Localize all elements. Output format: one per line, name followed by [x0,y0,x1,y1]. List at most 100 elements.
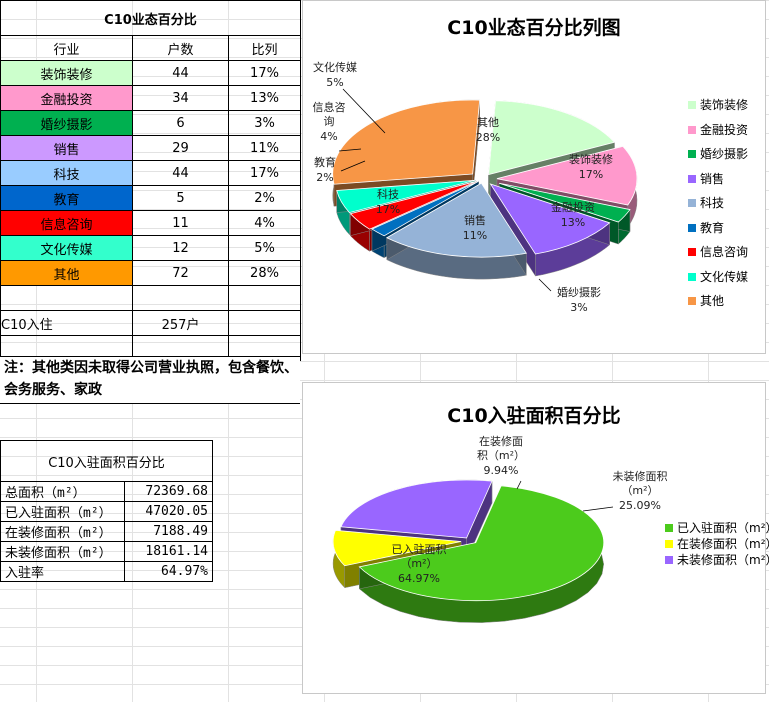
pie-slice[interactable] [499,182,631,223]
legend-label: 金融投资 [700,122,749,137]
area-value-cell[interactable]: 47020.05 [124,501,213,522]
industry-pct-cell[interactable]: 13% [228,85,301,111]
data-label: 已入驻面积（m²） 64.97% [392,542,447,585]
industry-count-cell[interactable]: 5 [132,185,229,211]
industry-row: 装饰装修 44 17% [0,60,301,86]
legend-swatch [688,101,696,109]
industry-count-cell[interactable]: 72 [132,260,229,286]
leader-line [538,278,552,292]
industry-pie-chart[interactable]: C10业态百分比列图 装饰装修 17% 金融投资 13% 婚纱摄影 3% 销售 11% 科技 17… [302,0,766,354]
empty-cell[interactable] [0,285,133,311]
legend-label: 销售 [700,171,725,186]
legend-swatch [688,223,696,232]
industry-row: 婚纱摄影 6 3% [0,110,301,136]
area-label-cell[interactable]: 在装修面积（m²） [0,521,125,542]
header-industry[interactable]: 行业 [0,35,133,61]
area-value-cell[interactable]: 72369.68 [124,481,213,502]
data-label-value: 17% [579,168,603,181]
industry-pct-cell[interactable]: 28% [228,260,301,286]
pie-slice[interactable] [332,99,481,185]
industry-count-cell[interactable]: 44 [132,160,229,186]
industry-pct-cell[interactable]: 2% [228,185,301,211]
pie-slice[interactable] [489,183,611,255]
industry-name-cell[interactable]: 文化传媒 [0,235,133,261]
legend-entry: 文化传媒 [688,265,748,290]
data-label: 金融投资 13% [551,200,595,229]
leader-line [342,88,386,134]
pie-slice[interactable] [371,180,479,237]
data-label-value: 4% [320,130,337,143]
area-label-cell[interactable]: 已入驻面积（m²） [0,501,125,522]
empty-cell[interactable] [228,310,301,336]
area-table-title[interactable]: C10入驻面积百分比 [0,440,213,482]
industry-name-cell[interactable]: 装饰装修 [0,60,133,86]
industry-name-cell[interactable]: 其他 [0,260,133,286]
industry-pct-cell[interactable]: 4% [228,210,301,236]
industry-name-cell[interactable]: 销售 [0,135,133,161]
area-label-cell[interactable]: 总面积（m²） [0,481,125,502]
data-label-value: 17% [376,203,400,216]
pie-slice[interactable] [385,182,527,258]
note-text[interactable]: 注：其他类因未取得公司营业执照，包含餐饮、会务服务、家政 [0,356,300,404]
data-label-value: 9.94% [484,464,519,477]
legend-entry: 销售 [688,167,748,192]
industry-name-cell[interactable]: 婚纱摄影 [0,110,133,136]
leader-line [338,148,362,152]
leader-line [516,480,522,490]
area-label-cell[interactable]: 入驻率 [0,561,125,582]
empty-cell[interactable] [228,285,301,311]
area-row: 已入驻面积（m²） 47020.05 [0,501,213,522]
header-pct[interactable]: 比列 [228,35,301,61]
legend-entry: 婚纱摄影 [688,142,748,167]
pie-slice[interactable] [336,179,476,214]
header-count[interactable]: 户数 [132,35,229,61]
industry-name-cell[interactable]: 金融投资 [0,85,133,111]
industry-pct-cell[interactable]: 3% [228,110,301,136]
area-value-cell[interactable]: 64.97% [124,561,213,582]
total-label[interactable]: C10入住 [0,310,133,336]
legend-swatch [665,556,673,564]
industry-count-cell[interactable]: 34 [132,85,229,111]
chart2-legend: 已入驻面积（m²） 在装修面积（m²） 未装修面积（m²） [665,520,769,568]
total-value[interactable]: 257户 [132,310,229,336]
industry-count-cell[interactable]: 29 [132,135,229,161]
industry-row: 文化传媒 12 5% [0,235,301,261]
industry-name-cell[interactable]: 科技 [0,160,133,186]
industry-name-cell[interactable]: 信息咨询 [0,210,133,236]
industry-pct-cell[interactable]: 17% [228,60,301,86]
pie-slice[interactable] [340,479,493,539]
legend-entry: 信息咨询 [688,240,748,265]
legend-swatch [665,524,673,532]
industry-count-cell[interactable]: 6 [132,110,229,136]
industry-count-cell[interactable]: 12 [132,235,229,261]
area-label-cell[interactable]: 未装修面积（m²） [0,541,125,562]
pie-slice[interactable] [496,145,638,206]
data-label-value: 5% [326,76,343,89]
area-value-cell[interactable]: 18161.14 [124,541,213,562]
legend-entry: 其他 [688,289,748,314]
leader-line [582,506,614,512]
industry-pct-cell[interactable]: 11% [228,135,301,161]
pie-slice[interactable] [332,529,462,567]
area-value-cell[interactable]: 7188.49 [124,521,213,542]
legend-swatch [688,297,696,305]
legend-label: 已入驻面积（m²） [677,521,769,535]
industry-pct-cell[interactable]: 5% [228,235,301,261]
industry-name-cell[interactable]: 教育 [0,185,133,211]
industry-table: C10业态百分比 行业 户数 比列 装饰装修 44 17% 金融投资 34 13% 婚纱摄影… [0,0,301,361]
data-label-value: 64.97% [398,572,440,585]
legend-label: 教育 [700,220,725,235]
empty-cell[interactable] [132,285,229,311]
industry-table-title[interactable]: C10业态百分比 [0,0,301,36]
pie-slice[interactable] [349,180,477,230]
legend-label: 装饰装修 [700,98,749,112]
data-label-value: 2% [316,171,333,184]
pie-slice[interactable] [358,485,605,602]
pie-slice[interactable] [488,100,616,176]
industry-count-cell[interactable]: 11 [132,210,229,236]
data-label: 教育 2% [314,155,336,184]
industry-count-cell[interactable]: 44 [132,60,229,86]
legend-swatch [688,125,696,134]
industry-pct-cell[interactable]: 17% [228,160,301,186]
area-pie-chart[interactable]: C10入驻面积百分比 已入驻面积（m²） 64.97% 在装修面积（m²） 9.94%… [302,382,769,694]
